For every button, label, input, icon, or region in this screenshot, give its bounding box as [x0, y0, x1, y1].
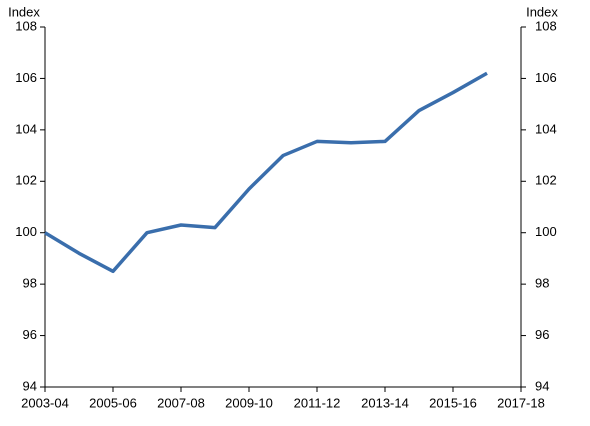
- y2-tick-label: 94: [535, 378, 549, 393]
- y2-tick-label: 98: [535, 276, 549, 291]
- y-tick-label: 106: [15, 70, 37, 85]
- y2-tick-label: 100: [535, 224, 557, 239]
- x-tick-label: 2005-06: [89, 395, 137, 410]
- line-series: [44, 71, 488, 274]
- y-tick-label: 98: [23, 276, 37, 291]
- x-tick-label: 2007-08: [157, 395, 205, 410]
- x-tick-label: 2003-04: [21, 395, 69, 410]
- y-tick-label: 102: [15, 173, 37, 188]
- x-tick-label: 2015-16: [429, 395, 477, 410]
- x-tick-label: 2011-12: [294, 395, 341, 410]
- y2-tick-label: 102: [535, 173, 557, 188]
- y2-tick-label: 104: [535, 121, 557, 136]
- y-tick-label: 104: [15, 121, 37, 136]
- y-axis-label: Index: [8, 4, 40, 19]
- y2-tick-label: 106: [535, 70, 557, 85]
- x-tick-label: 2009-10: [225, 395, 273, 410]
- y2-axis-label: Index: [526, 4, 558, 19]
- y-tick-label: 108: [15, 18, 37, 33]
- y-tick-label: 96: [23, 327, 37, 342]
- y2-tick-label: 108: [535, 18, 557, 33]
- x-tick-label: 2017-18: [497, 395, 545, 410]
- y-tick-label: 94: [23, 378, 37, 393]
- y-tick-label: 100: [15, 224, 37, 239]
- x-tick-label: 2013-14: [361, 395, 409, 410]
- y2-tick-label: 96: [535, 327, 549, 342]
